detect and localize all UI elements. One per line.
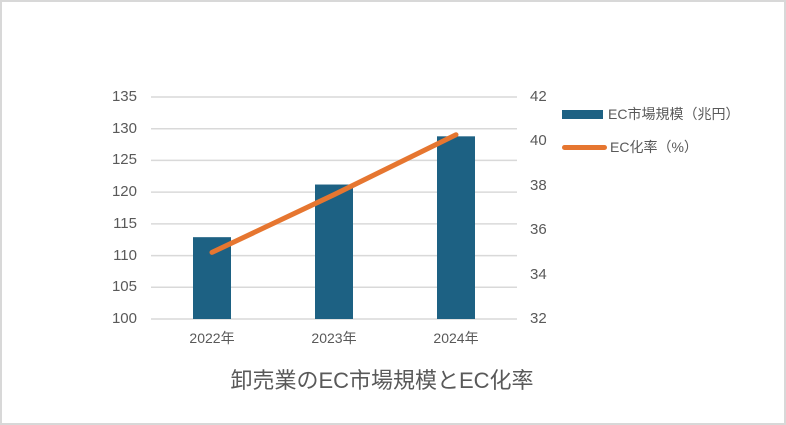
x-category-2024年: 2024年 [433, 330, 479, 346]
bar-swatch-icon [562, 109, 603, 119]
y-left-tick-105: 105 [111, 278, 137, 296]
legend-item-ec-market-size: EC市場規模（兆円） [562, 105, 739, 123]
legend-item-ec-rate: EC化率（%） [562, 138, 739, 156]
left-axis-tick-labels: 100 105 110 115 120 125 130 135 [95, 2, 137, 423]
bar-2023年 [315, 184, 353, 319]
legend-label-ec-market-size: EC市場規模（兆円） [608, 106, 740, 122]
y-left-tick-115: 115 [113, 214, 137, 232]
chart-title: 卸売業のEC市場規模とEC化率 [230, 368, 534, 393]
ec-rate-line [209, 132, 459, 255]
y-left-tick-110: 110 [113, 246, 137, 264]
x-category-2023年: 2023年 [311, 330, 357, 346]
y-right-tick-40: 40 [530, 132, 547, 150]
line-swatch-icon [562, 144, 607, 150]
bar-2024年 [437, 136, 475, 319]
y-right-tick-42: 42 [530, 88, 547, 105]
y-left-tick-135: 135 [111, 88, 137, 105]
legend: EC市場規模（兆円） EC化率（%） [562, 105, 739, 156]
bar-2022年 [193, 237, 231, 319]
y-left-tick-120: 120 [111, 183, 137, 201]
x-axis-category-labels: 2022年 2023年 2024年 [2, 330, 784, 350]
y-right-tick-34: 34 [530, 265, 547, 283]
x-category-2022年: 2022年 [189, 330, 235, 346]
y-right-tick-32: 32 [530, 310, 547, 327]
y-left-tick-130: 130 [111, 119, 137, 137]
right-axis-tick-labels: 32 34 36 38 40 42 [530, 2, 570, 423]
y-right-tick-38: 38 [530, 176, 547, 194]
y-left-tick-125: 125 [111, 151, 137, 169]
y-left-tick-100: 100 [111, 310, 137, 327]
legend-label-ec-rate: EC化率（%） [610, 139, 698, 155]
y-right-tick-36: 36 [530, 221, 547, 239]
